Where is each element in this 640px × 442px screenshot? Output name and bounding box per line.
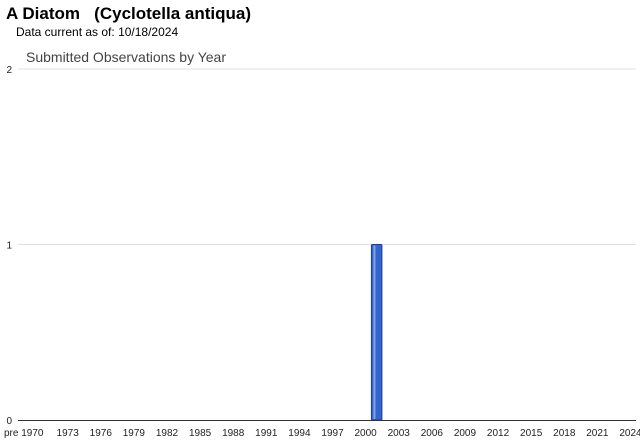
y-tick-label: 1 (6, 241, 12, 252)
x-tick-label: 1973 (57, 428, 80, 439)
y-tick-label: 2 (6, 65, 12, 76)
x-tick-label: 2021 (586, 428, 609, 439)
data-currency-line: Data current as of: 10/18/2024 (16, 25, 178, 39)
x-tick-label: 2012 (487, 428, 510, 439)
x-tick-label: 2003 (388, 428, 411, 439)
y-tick-label: 0 (6, 416, 12, 427)
chart-title: Submitted Observations by Year (26, 49, 227, 65)
x-tick-label: 1982 (156, 428, 179, 439)
x-tick-label: 2015 (520, 428, 543, 439)
common-name: A Diatom (6, 4, 80, 23)
x-tick-label: 1976 (90, 428, 113, 439)
x-tick-label: 1991 (255, 428, 278, 439)
x-tick-label: 1985 (189, 428, 212, 439)
bar (370, 244, 383, 421)
x-tick-label: 1997 (321, 428, 344, 439)
x-tick-label: 1979 (123, 428, 146, 439)
scientific-name: (Cyclotella antiqua) (94, 4, 251, 23)
data-currency-date: 10/18/2024 (118, 25, 179, 39)
bar-highlight (373, 245, 376, 419)
x-tick-label: 2000 (355, 428, 378, 439)
x-tick-label: 1994 (288, 428, 311, 439)
data-currency-label: Data current as of: (16, 25, 115, 39)
x-tick-label: 1988 (222, 428, 245, 439)
species-title: A Diatom (Cyclotella antiqua) (6, 4, 251, 24)
x-tick-label: pre 1970 (4, 428, 44, 439)
x-tick-label: 2018 (553, 428, 576, 439)
x-tick-label: 2006 (421, 428, 444, 439)
x-tick-label: 2024 (619, 428, 640, 439)
x-tick-label: 2009 (454, 428, 477, 439)
